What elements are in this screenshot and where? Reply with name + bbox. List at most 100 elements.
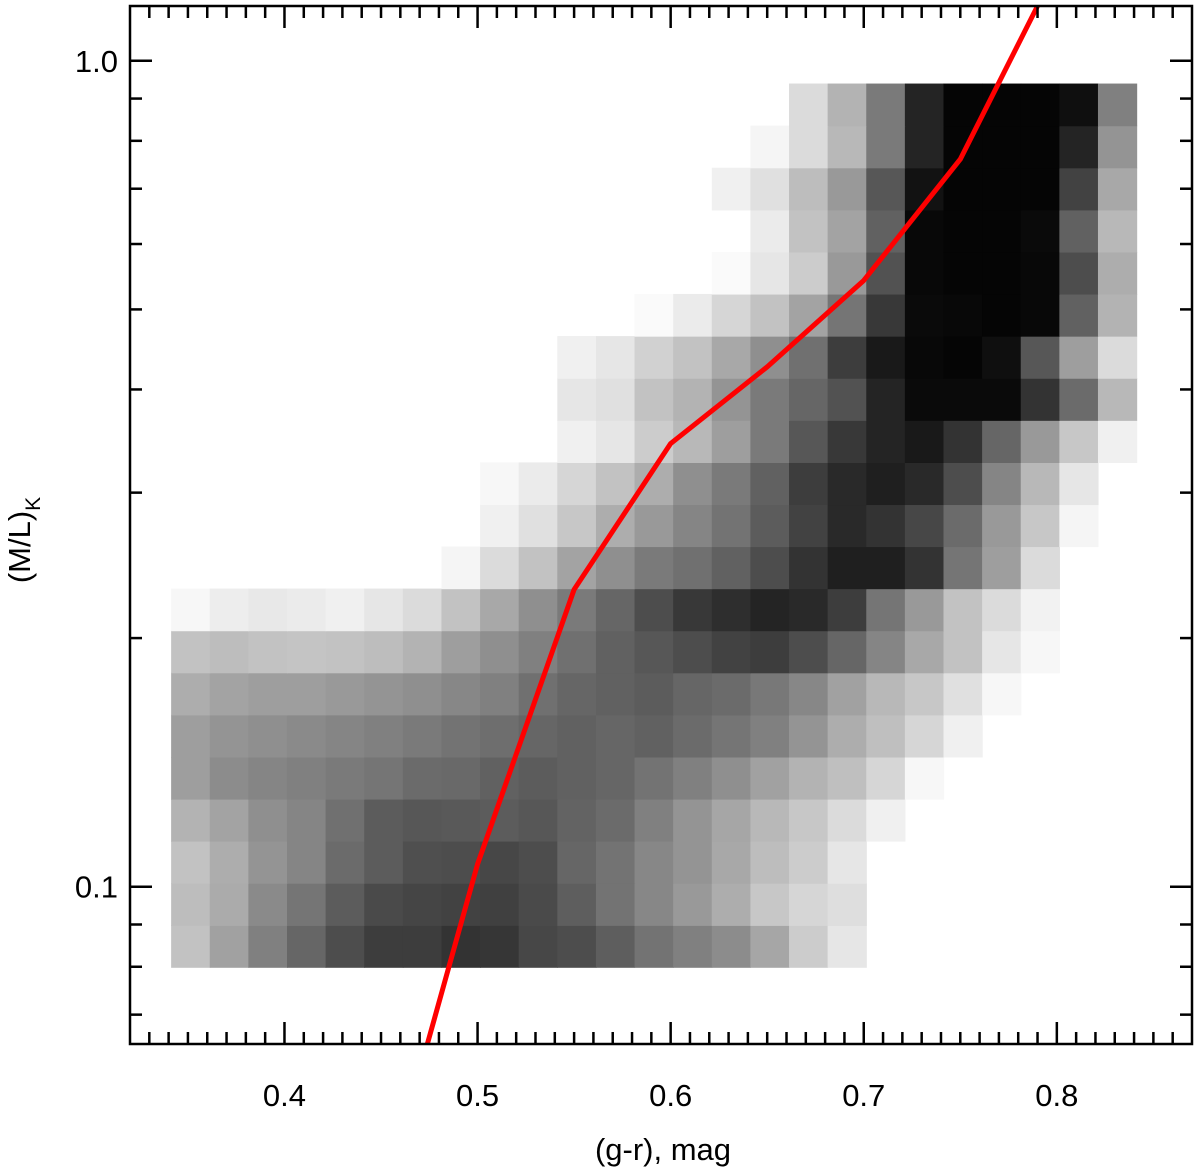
heatmap-cell: [750, 167, 790, 211]
heatmap-cell: [595, 630, 636, 674]
heatmap-cell: [673, 336, 713, 379]
heatmap-cell: [943, 125, 983, 169]
heatmap-cell: [595, 756, 636, 800]
heatmap-cell: [866, 125, 906, 169]
heatmap-cell: [441, 630, 481, 674]
y-tick-label: 1.0: [75, 44, 118, 79]
heatmap-cell: [1020, 336, 1060, 379]
heatmap-cell: [982, 125, 1022, 169]
heatmap-cell: [711, 251, 751, 295]
heatmap-cell: [286, 588, 327, 632]
heatmap-cell: [673, 756, 713, 800]
heatmap-cell: [943, 378, 983, 421]
heatmap-cell: [171, 756, 211, 800]
heatmap-cell: [789, 883, 829, 926]
heatmap-cell: [866, 756, 906, 800]
heatmap-cell: [171, 925, 211, 968]
heatmap-cell: [827, 378, 867, 421]
heatmap-cell: [286, 883, 327, 926]
heatmap-cell: [1059, 293, 1099, 337]
heatmap-cell: [557, 462, 597, 506]
heatmap-cell: [325, 630, 365, 674]
heatmap-cell: [402, 883, 443, 926]
heatmap-cell: [1059, 251, 1099, 295]
heatmap-cell: [673, 588, 713, 632]
heatmap-cell: [750, 125, 790, 169]
heatmap-cell: [673, 714, 713, 758]
heatmap-cell: [518, 840, 558, 884]
heatmap-cell: [364, 630, 404, 674]
density-heatmap: [171, 83, 1138, 968]
heatmap-cell: [1020, 504, 1060, 548]
heatmap-cell: [827, 462, 867, 506]
heatmap-cell: [441, 799, 481, 842]
heatmap-cell: [789, 714, 829, 758]
heatmap-cell: [982, 462, 1022, 506]
heatmap-cell: [673, 672, 713, 716]
heatmap-cell: [441, 672, 481, 716]
heatmap-cell: [209, 756, 249, 800]
heatmap-cell: [595, 840, 636, 884]
heatmap-cell: [673, 546, 713, 590]
heatmap-cell: [750, 799, 790, 842]
heatmap-cell: [1020, 209, 1060, 253]
heatmap-cell: [866, 336, 906, 379]
heatmap-cell: [711, 293, 751, 337]
heatmap-cell: [595, 378, 636, 421]
heatmap-cell: [1020, 167, 1060, 211]
heatmap-cell: [1059, 504, 1099, 548]
heatmap-cell: [827, 504, 867, 548]
heatmap-cell: [866, 83, 906, 127]
heatmap-cell: [595, 925, 636, 968]
heatmap-cell: [711, 546, 751, 590]
heatmap-cell: [827, 125, 867, 169]
heatmap-cell: [480, 925, 520, 968]
heatmap-cell: [1097, 251, 1138, 295]
trend-lines: [424, 4, 1040, 1045]
heatmap-cell: [286, 799, 327, 842]
heatmap-cell: [480, 714, 520, 758]
heatmap-cell: [480, 546, 520, 590]
heatmap-cell: [673, 799, 713, 842]
x-tick-label: 0.5: [456, 1078, 499, 1113]
heatmap-cell: [557, 378, 597, 421]
heatmap-cell: [904, 83, 945, 127]
heatmap-cell: [402, 756, 443, 800]
heatmap-cell: [1020, 630, 1060, 674]
heatmap-cell: [364, 840, 404, 884]
heatmap-cell: [1059, 83, 1099, 127]
heatmap-cell: [248, 799, 288, 842]
heatmap-cell: [518, 799, 558, 842]
heatmap-cell: [364, 799, 404, 842]
heatmap-cell: [480, 462, 520, 506]
heatmap-cell: [557, 714, 597, 758]
heatmap-cell: [518, 462, 558, 506]
heatmap-cell: [827, 293, 867, 337]
heatmap-cell: [904, 420, 945, 463]
heatmap-cell: [750, 209, 790, 253]
heatmap-cell: [789, 125, 829, 169]
heatmap-cell: [480, 672, 520, 716]
heatmap-cell: [1020, 420, 1060, 463]
heatmap-cell: [325, 840, 365, 884]
heatmap-cell: [750, 251, 790, 295]
heatmap-cell: [866, 420, 906, 463]
heatmap-cell: [904, 714, 945, 758]
heatmap-cell: [827, 630, 867, 674]
heatmap-cell: [827, 672, 867, 716]
heatmap-cell: [364, 588, 404, 632]
heatmap-cell: [789, 378, 829, 421]
heatmap-cell: [943, 462, 983, 506]
heatmap-cell: [711, 756, 751, 800]
heatmap-cell: [943, 630, 983, 674]
heatmap-cell: [750, 378, 790, 421]
heatmap-cell: [982, 672, 1022, 716]
heatmap-cell: [595, 883, 636, 926]
heatmap-cell: [711, 462, 751, 506]
heatmap-cell: [1020, 546, 1060, 590]
heatmap-cell: [866, 293, 906, 337]
heatmap-cell: [1020, 588, 1060, 632]
heatmap-cell: [711, 672, 751, 716]
heatmap-cell: [711, 840, 751, 884]
